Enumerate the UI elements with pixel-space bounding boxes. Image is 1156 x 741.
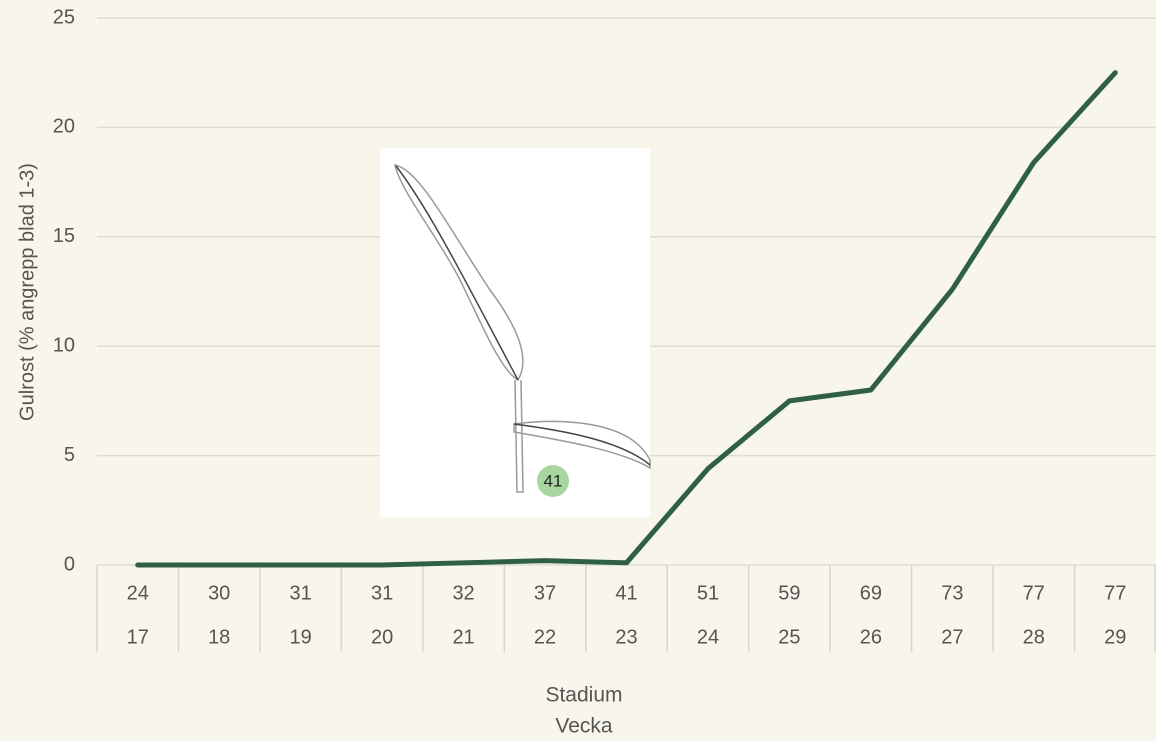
y-axis-label: Gulrost (% angrepp blad 1-3)	[16, 163, 38, 421]
y-tick-label: 0	[64, 553, 75, 575]
x-tick-label: 77	[1104, 582, 1126, 604]
x-tick-label: 29	[1104, 626, 1126, 648]
x-tick-label: 17	[127, 626, 149, 648]
y-tick-label: 25	[53, 6, 75, 28]
x-tick-label: 69	[860, 582, 882, 604]
x-tick-label: 24	[697, 626, 719, 648]
x-tick-label: 26	[860, 626, 882, 648]
x-tick-label: 30	[208, 582, 230, 604]
x-tick-label: 32	[452, 582, 474, 604]
x-tick-label: 20	[371, 626, 393, 648]
page: 41 Gulrost (% angrepp blad 1-3) Stadium …	[0, 0, 1156, 741]
x-tick-label: 59	[778, 582, 800, 604]
chart: 41 Gulrost (% angrepp blad 1-3) Stadium …	[0, 0, 1156, 741]
x-tick-label: 31	[290, 582, 312, 604]
y-tick-label: 5	[64, 444, 75, 466]
x-tick-label: 21	[452, 626, 474, 648]
x-axis-label: Vecka	[555, 715, 613, 738]
x-axis-label: Stadium	[545, 684, 622, 707]
y-tick-label: 15	[53, 225, 75, 247]
x-tick-label: 24	[127, 582, 149, 604]
x-tick-label: 77	[1023, 582, 1045, 604]
x-tick-label: 23	[615, 626, 637, 648]
inset-label: 41	[544, 471, 563, 490]
x-tick-label: 22	[534, 626, 556, 648]
x-tick-label: 25	[778, 626, 800, 648]
x-tick-label: 37	[534, 582, 556, 604]
x-tick-label: 27	[941, 626, 963, 648]
x-tick-label: 28	[1023, 626, 1045, 648]
y-tick-label: 20	[53, 116, 75, 138]
x-tick-label: 41	[615, 582, 637, 604]
x-tick-label: 73	[941, 582, 963, 604]
inset-image: 41	[380, 148, 650, 517]
y-tick-label: 10	[53, 334, 75, 356]
x-tick-label: 18	[208, 626, 230, 648]
x-tick-label: 31	[371, 582, 393, 604]
x-tick-label: 51	[697, 582, 719, 604]
x-tick-label: 19	[290, 626, 312, 648]
